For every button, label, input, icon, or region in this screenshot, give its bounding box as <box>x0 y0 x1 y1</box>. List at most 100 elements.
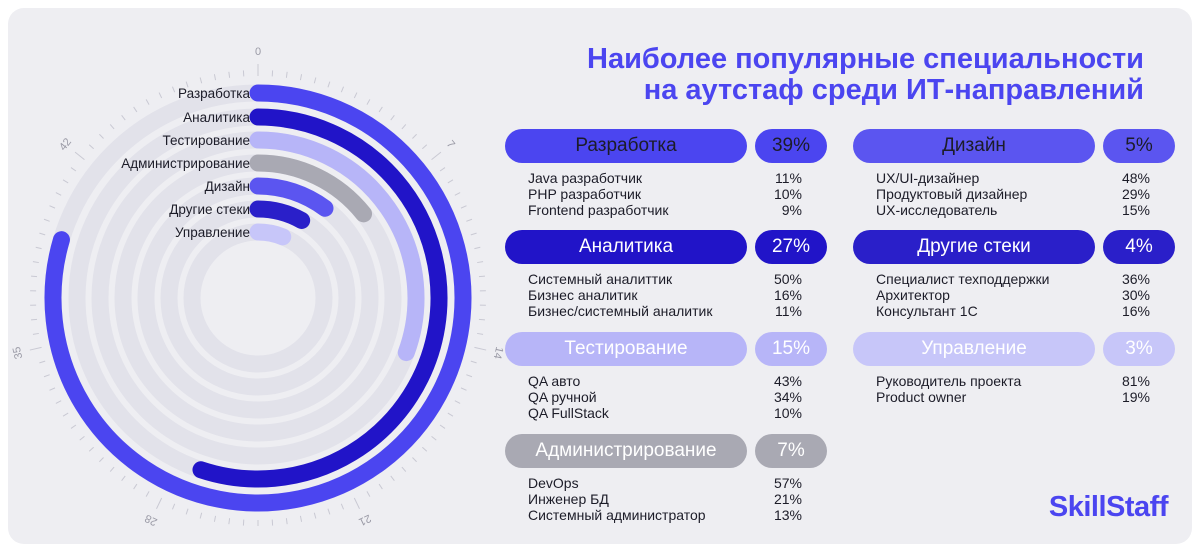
role-row: UX/UI-дизайнер 48% <box>876 170 1175 186</box>
tick-mark <box>88 144 94 150</box>
ring-label: Аналитика <box>183 110 250 125</box>
tick-mark <box>439 424 446 429</box>
role-name: Системный аналиттик <box>528 271 673 287</box>
role-row: Системный администратор 13% <box>528 507 827 523</box>
tick-mark <box>431 151 442 160</box>
tick-mark <box>109 124 115 130</box>
tick-mark <box>31 318 38 321</box>
tick-mark <box>121 475 126 482</box>
tick-mark <box>62 412 69 417</box>
role-row: Frontend разработчик 9% <box>528 202 827 218</box>
tick-mark <box>133 106 138 113</box>
role-row: Бизнес/системный аналитик 11% <box>528 303 827 319</box>
title-line-1: Наиболее популярные специальности <box>587 43 1144 75</box>
tick-mark <box>340 86 345 93</box>
role-row: Специалист техподдержки 36% <box>876 271 1175 287</box>
ring-label: Администрирование <box>121 156 250 171</box>
role-name: Frontend разработчик <box>528 202 669 218</box>
role-name: Консультант 1С <box>876 303 978 319</box>
role-name: QA FullStack <box>528 405 609 421</box>
category-percent: 7% <box>755 434 827 468</box>
arc-5 <box>249 177 334 217</box>
role-share: 57% <box>773 475 802 491</box>
category-pill: Аналитика <box>505 230 747 264</box>
role-row: Product owner 19% <box>876 389 1175 405</box>
tick-mark <box>29 346 42 351</box>
tick-mark <box>145 99 150 105</box>
tick-mark <box>439 167 446 172</box>
arc-4 <box>249 154 373 223</box>
role-share: 15% <box>1121 202 1150 218</box>
ring-label: Управление <box>175 225 250 240</box>
tick-mark <box>213 74 217 81</box>
tick-mark <box>378 483 383 490</box>
tick-mark <box>49 387 56 391</box>
role-list: UX/UI-дизайнер 48% Продуктовый дизайнер 29%… <box>853 170 1175 218</box>
tick-mark <box>55 192 62 196</box>
tick-mark <box>70 424 77 429</box>
tick-label: 28 <box>143 512 159 528</box>
role-name: Бизнес аналитик <box>528 287 638 303</box>
category-header: Дизайн 5% <box>853 129 1175 163</box>
tick-mark <box>171 503 176 510</box>
tick-mark <box>299 74 303 81</box>
role-name: DevOps <box>528 475 579 491</box>
tick-mark <box>327 81 331 88</box>
role-row: Продуктовый дизайнер 29% <box>876 186 1175 202</box>
role-row: UX-исследователь 15% <box>876 202 1175 218</box>
role-row: PHP разработчик 10% <box>528 186 827 202</box>
role-share: 13% <box>773 507 802 523</box>
role-share: 9% <box>781 202 802 218</box>
tick-mark <box>199 77 203 84</box>
tick-mark <box>460 205 467 209</box>
tick-mark <box>366 491 371 497</box>
ring-label: Другие стеки <box>169 202 250 217</box>
tick-mark <box>401 466 407 472</box>
role-share: 50% <box>773 271 802 287</box>
tick-mark <box>422 446 428 452</box>
category-header: Другие стеки 4% <box>853 230 1175 264</box>
role-row: Консультант 1С 16% <box>876 303 1175 319</box>
tick-mark <box>454 192 461 196</box>
role-name: QA ручной <box>528 389 597 405</box>
role-list: Системный аналиттик 50% Бизнес аналитик 16%… <box>505 271 827 319</box>
tick-mark <box>454 400 461 404</box>
tick-mark <box>185 508 189 515</box>
role-list: QA авто 43% QA ручной 34% QA FullStack 10% <box>505 373 827 421</box>
role-share: 36% <box>1121 271 1150 287</box>
tick-mark <box>228 71 231 78</box>
tick-mark <box>431 436 437 441</box>
role-share: 48% <box>1121 170 1150 186</box>
tick-mark <box>478 275 485 278</box>
tick-mark <box>477 332 484 335</box>
tick-mark <box>460 387 467 391</box>
tick-mark <box>43 218 50 222</box>
category-card: Тестирование 15% QA авто 43% QA ручной 34% QA … <box>505 332 827 421</box>
skillstaff-logo: SkillStaff <box>1048 491 1169 523</box>
arc-3 <box>249 131 425 362</box>
axis-ticks: 0 7 14 21 28 35 42 <box>11 46 505 528</box>
tick-mark <box>412 457 417 463</box>
role-name: Инженер БД <box>528 491 609 507</box>
tick-mark <box>133 483 138 490</box>
category-percent: 39% <box>755 129 827 163</box>
role-name: Бизнес/системный аналитик <box>528 303 713 319</box>
tick-mark <box>470 360 477 364</box>
category-percent: 3% <box>1103 332 1175 366</box>
category-percent: 5% <box>1103 129 1175 163</box>
tick-mark <box>185 81 189 88</box>
role-share: 11% <box>775 170 802 186</box>
role-name: QA авто <box>528 373 581 389</box>
role-share: 21% <box>773 491 802 507</box>
tick-mark <box>340 503 345 510</box>
tick-mark <box>74 151 85 160</box>
tick-mark <box>422 144 428 150</box>
tick-mark <box>285 518 288 525</box>
tick-mark <box>474 246 481 250</box>
category-card: Разработка 39% Java разработчик 11% PHP разр… <box>505 129 827 218</box>
tick-mark <box>88 446 94 452</box>
tick-mark <box>412 133 417 139</box>
tick-mark <box>39 360 46 364</box>
role-row: QA FullStack 10% <box>528 405 827 421</box>
tick-mark <box>466 374 473 378</box>
